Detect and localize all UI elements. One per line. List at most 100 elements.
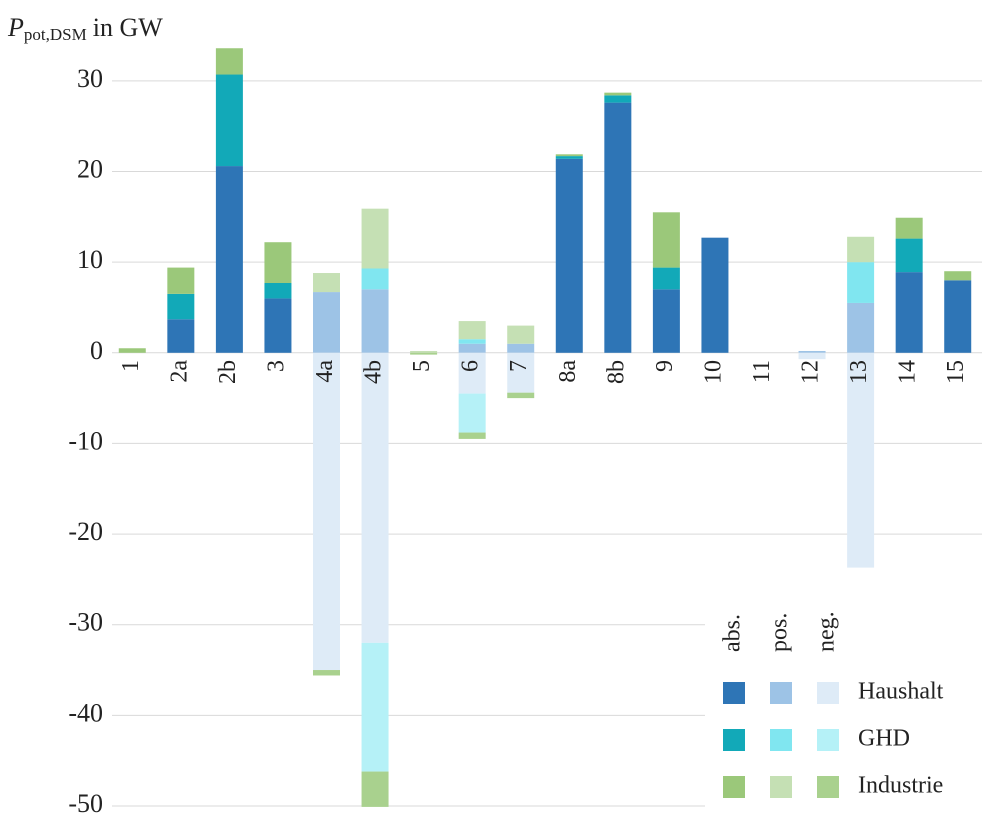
x-tick-label: 14 [895, 360, 921, 384]
legend-swatch [770, 729, 792, 751]
y-tick-label: 20 [77, 154, 103, 183]
x-tick-label: 8a [555, 360, 581, 383]
bar-segment [215, 166, 243, 353]
bar-segment [652, 289, 680, 353]
x-tick-label: 6 [458, 360, 484, 372]
bar-segment [458, 339, 486, 344]
bar-segment [361, 208, 389, 269]
bar-segment [895, 238, 923, 273]
bar-segment [604, 95, 632, 103]
bar-segment [458, 321, 486, 340]
x-tick-label: 5 [409, 360, 435, 372]
bar-segment [215, 74, 243, 167]
legend-background [705, 585, 984, 816]
bar-segment [847, 302, 875, 353]
bar-segment [458, 432, 486, 439]
bar-segment [410, 350, 438, 353]
y-label-unit: in GW [93, 13, 164, 42]
legend-swatch [723, 729, 745, 751]
bar-segment [798, 352, 826, 360]
legend-swatch [817, 776, 839, 798]
bar-segment [410, 352, 438, 355]
bar-segment [652, 212, 680, 268]
bar-segment [847, 262, 875, 303]
bar-segment [555, 156, 583, 159]
legend-label: Industrie [858, 773, 943, 799]
bar-segment [944, 280, 972, 353]
legend-swatch [770, 682, 792, 704]
y-axis-label: Ppot,DSM in GW [7, 13, 163, 44]
bar-segment [313, 352, 340, 671]
x-tick-label: 4b [361, 360, 387, 384]
y-tick-label: -10 [68, 426, 103, 455]
bar-segment [313, 273, 340, 293]
x-tick-label: 12 [798, 360, 824, 384]
legend-swatch [817, 729, 839, 751]
legend-label: GHD [858, 726, 910, 752]
x-tick-label: 1 [118, 360, 144, 372]
bar-segment [701, 237, 729, 353]
x-tick-label: 9 [652, 360, 678, 372]
y-label-subscript: pot,DSM [24, 25, 87, 44]
y-tick-label: -30 [68, 608, 103, 637]
bar-segment [604, 102, 632, 353]
legend-swatch [817, 682, 839, 704]
y-tick-label: -50 [68, 789, 103, 816]
x-tick-label: 8b [603, 360, 629, 384]
bar-segment [555, 158, 583, 353]
bar-segment [264, 242, 292, 284]
bar-segment [118, 348, 146, 353]
bar-segment [458, 393, 486, 433]
legend-column-header: abs. [720, 614, 746, 652]
bar-segment [167, 293, 195, 320]
x-tick-label: 10 [700, 360, 726, 384]
bar-segment [458, 343, 486, 353]
legend-swatch [723, 776, 745, 798]
bar-segment [458, 352, 486, 394]
legend-swatch [770, 776, 792, 798]
x-tick-label: 2a [166, 360, 192, 383]
bar-segment [798, 350, 826, 353]
y-tick-label: 10 [77, 245, 103, 274]
bar-segment [361, 289, 389, 353]
x-tick-label: 11 [749, 360, 775, 383]
legend-column-header: pos. [767, 613, 793, 652]
bar-segment [361, 642, 389, 772]
legend-label: Haushalt [858, 679, 944, 705]
legend-swatch [723, 682, 745, 704]
bar-segment [652, 267, 680, 290]
bar-segment [507, 325, 535, 344]
bar-segment [944, 271, 972, 281]
bar-segment [361, 268, 389, 290]
bar-segment [167, 267, 195, 294]
bar-segment [361, 771, 389, 807]
bar-segment [507, 343, 535, 353]
bar-segment [895, 272, 923, 353]
bar-segment [847, 236, 875, 263]
bar-segment [847, 352, 875, 568]
bar-segment [215, 48, 243, 75]
bar-segment [264, 283, 292, 299]
x-tick-label: 7 [506, 360, 532, 372]
x-tick-label: 3 [263, 360, 289, 372]
bar-segment [507, 352, 535, 393]
bar-segment [361, 352, 389, 643]
x-tick-label: 13 [846, 360, 872, 384]
legend-column-header: neg. [814, 611, 840, 652]
x-tick-label: 15 [943, 360, 969, 384]
x-tick-label: 4a [312, 360, 338, 383]
bar-segment [555, 154, 583, 157]
x-tick-label: 2b [215, 360, 241, 384]
y-tick-label: -40 [68, 698, 103, 727]
bar-segment [507, 392, 535, 399]
bar-segment [604, 92, 632, 96]
bar-segment [313, 670, 340, 676]
bar-segment [264, 298, 292, 353]
y-tick-label: 30 [77, 64, 103, 93]
y-tick-label: 0 [90, 336, 103, 365]
bar-segment [895, 217, 923, 239]
bar-segment [167, 319, 195, 353]
y-tick-label: -20 [68, 517, 103, 546]
y-label-symbol: P [7, 13, 24, 42]
